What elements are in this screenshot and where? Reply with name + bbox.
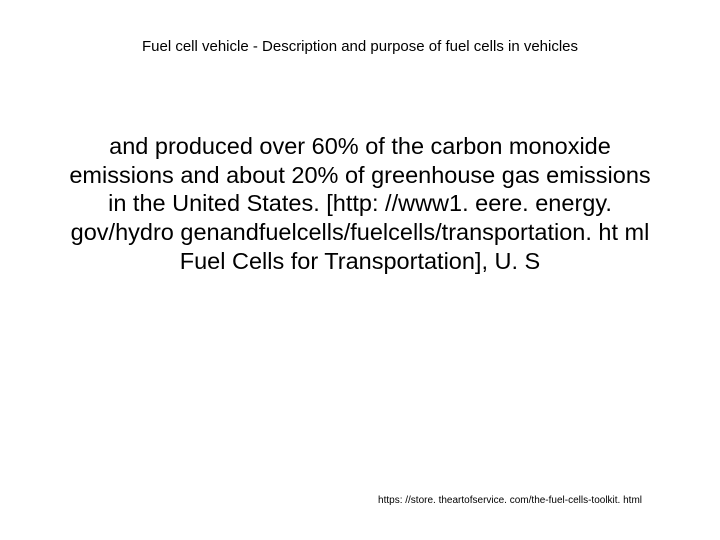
footer-url: https: //store. theartofservice. com/the… [378, 495, 642, 506]
slide-body-text: and produced over 60% of the carbon mono… [58, 132, 662, 275]
slide-title: Fuel cell vehicle - Description and purp… [0, 38, 720, 55]
